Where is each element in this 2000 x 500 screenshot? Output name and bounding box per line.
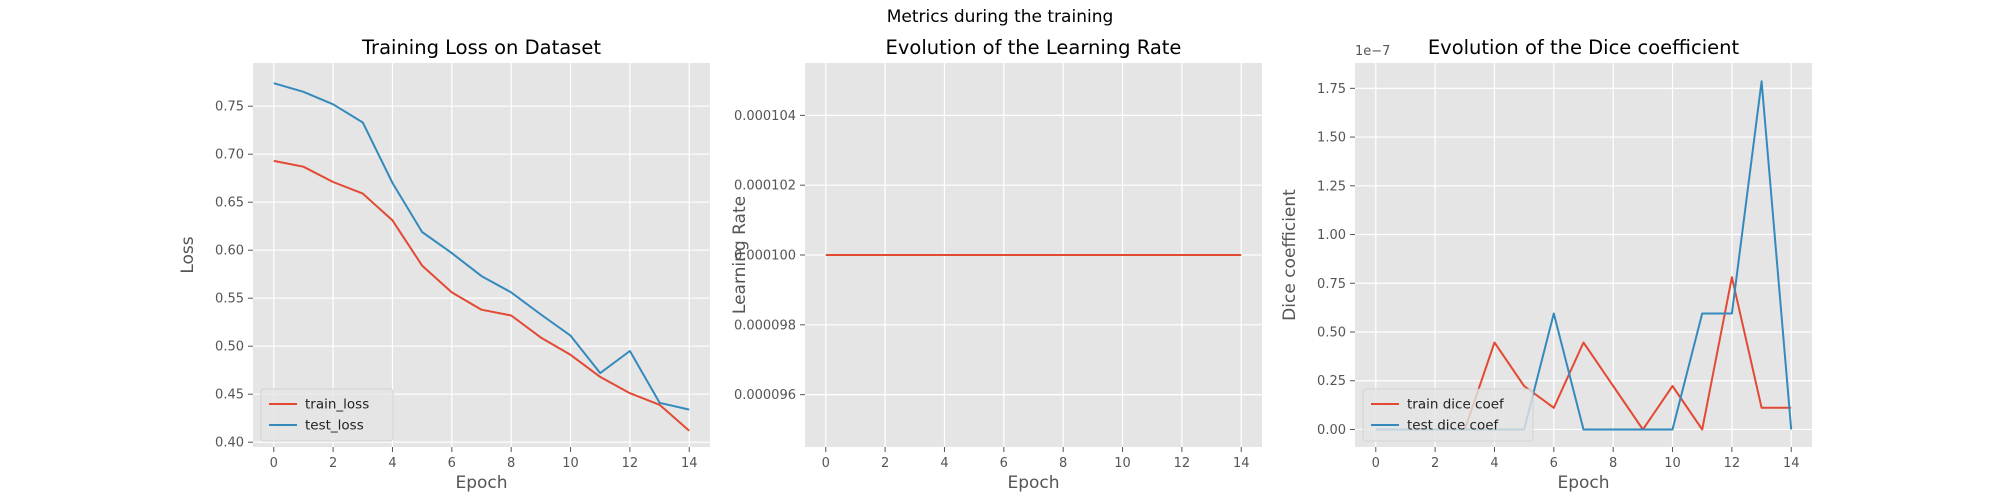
series-line-train_loss [273, 159, 690, 432]
y-tick-label: 0.00 [1317, 423, 1346, 438]
chart-loss: 0 2 4 6 8 10 12 14 0.40 0.45 0.50 0.55 0.60 0.65 0.70 0… [178, 36, 710, 493]
plot-area [1355, 63, 1812, 447]
y-tick-label: 0.50 [1317, 325, 1346, 340]
y-tick-label: 0.000104 [734, 109, 796, 124]
x-axis-label: Epoch [455, 473, 507, 493]
chart-lr: 0 2 4 6 8 10 12 14 0.000096 0.000098 0.000100 0.000… [730, 36, 1262, 493]
y-tick-label: 0.45 [215, 388, 244, 403]
x-tick-label: 14 [1233, 456, 1250, 471]
x-tick-label: 10 [562, 456, 579, 471]
legend-box [260, 388, 394, 442]
y-tick-label: 1.50 [1317, 131, 1346, 146]
x-tick-label: 12 [622, 456, 639, 471]
x-tick-label: 0 [1372, 456, 1380, 471]
x-tick-label: 12 [1724, 456, 1741, 471]
y-tick-label: 0.000100 [734, 249, 796, 264]
y-tick-label: 0.75 [1317, 277, 1346, 292]
y-tick-label: 1.25 [1317, 179, 1346, 194]
y-axis-label: Loss [178, 236, 198, 273]
x-tick-label: 2 [881, 456, 889, 471]
y-tick-label: 0.000098 [734, 318, 796, 333]
y-offset-label: 1e−7 [1355, 44, 1390, 59]
y-tick-label: 0.60 [215, 244, 244, 259]
y-tick-label: 0.50 [215, 340, 244, 355]
legend: train dice coef test dice coef [1362, 388, 1534, 442]
y-axis-label: Learning Rate [730, 196, 750, 314]
legend-label: train_loss [305, 397, 369, 413]
x-tick-label: 6 [448, 456, 456, 471]
x-axis-label: Epoch [1557, 473, 1609, 493]
y-tick-label: 0.70 [215, 148, 244, 163]
x-tick-label: 14 [1783, 456, 1800, 471]
legend-box [1362, 388, 1534, 442]
x-tick-label: 6 [1000, 456, 1008, 471]
y-tick-label: 0.65 [215, 196, 244, 211]
x-axis-label: Epoch [1007, 473, 1059, 493]
legend-label: train dice coef [1407, 397, 1505, 413]
series-line-test_loss [273, 82, 690, 411]
y-axis-label: Dice coefficient [1280, 189, 1300, 321]
x-tick-label: 8 [1609, 456, 1617, 471]
chart-title: Evolution of the Learning Rate [886, 36, 1182, 59]
x-tick-label: 12 [1174, 456, 1191, 471]
x-tick-label: 14 [681, 456, 698, 471]
y-tick-label: 0.55 [215, 292, 244, 307]
x-tick-label: 2 [1431, 456, 1439, 471]
x-tick-label: 4 [940, 456, 948, 471]
figure-title: Metrics during the training [886, 7, 1114, 27]
x-tick-label: 10 [1114, 456, 1131, 471]
x-tick-label: 0 [822, 456, 830, 471]
x-tick-label: 8 [507, 456, 515, 471]
legend-label: test_loss [305, 418, 364, 434]
legend-label: test dice coef [1407, 418, 1500, 434]
y-tick-label: 1.00 [1317, 228, 1346, 243]
x-tick-label: 2 [329, 456, 337, 471]
chart-title: Evolution of the Dice coefficient [1428, 36, 1740, 59]
chart-dice: 0 2 4 6 8 10 12 14 0.00 0.25 0.50 0.75 1.00 1.25 1.50 1… [1280, 36, 1812, 493]
legend: train_loss test_loss [260, 388, 394, 442]
chart-title: Training Loss on Dataset [361, 36, 601, 59]
x-tick-label: 10 [1664, 456, 1681, 471]
x-tick-label: 4 [1490, 456, 1498, 471]
plot-area [253, 63, 710, 447]
x-tick-label: 4 [388, 456, 396, 471]
y-tick-label: 0.40 [215, 436, 244, 451]
y-tick-label: 0.000096 [734, 388, 796, 403]
x-tick-label: 0 [270, 456, 278, 471]
y-tick-label: 0.000102 [734, 179, 796, 194]
x-tick-label: 6 [1550, 456, 1558, 471]
y-tick-label: 1.75 [1317, 82, 1346, 97]
x-tick-label: 8 [1059, 456, 1067, 471]
y-tick-label: 0.75 [215, 100, 244, 115]
y-tick-label: 0.25 [1317, 374, 1346, 389]
